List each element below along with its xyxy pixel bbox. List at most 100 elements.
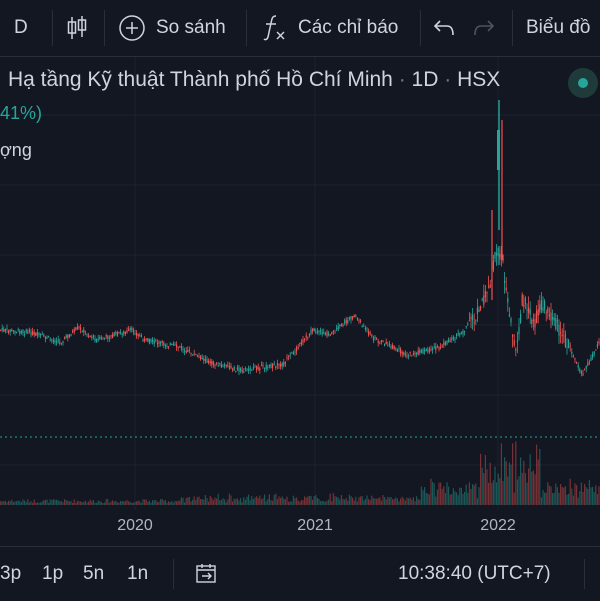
- volume-bar: [64, 499, 66, 505]
- volume-bar: [214, 497, 216, 505]
- volume-bar: [361, 496, 363, 505]
- chart-menu-label: Biểu đồ: [526, 17, 591, 38]
- legend-volume[interactable]: ợng: [0, 140, 32, 160]
- volume-bar: [364, 498, 366, 505]
- candle-body: [451, 338, 453, 340]
- volume-bar: [508, 462, 510, 505]
- candle-body: [505, 287, 507, 291]
- date-range-button[interactable]: [195, 547, 219, 601]
- range-button-0[interactable]: 3p: [0, 563, 22, 584]
- candle-body: [73, 328, 75, 333]
- volume-bar: [105, 499, 107, 505]
- volume-bar: [356, 501, 358, 505]
- compare-button[interactable]: So sánh: [118, 0, 226, 56]
- volume-bar: [324, 501, 326, 505]
- candle-body: [577, 365, 579, 368]
- candle-body: [355, 315, 357, 317]
- toolbar-divider: [52, 10, 53, 46]
- plus-circle-icon: [119, 15, 145, 41]
- volume-bar: [272, 500, 274, 505]
- candle-body: [323, 332, 325, 334]
- candle-body: [510, 318, 512, 323]
- volume-bar: [577, 497, 579, 505]
- volume-bar: [249, 500, 251, 505]
- candle-body: [180, 346, 182, 349]
- volume-bar: [265, 501, 267, 505]
- chart-style-button[interactable]: [66, 0, 88, 56]
- candle-body: [113, 332, 115, 337]
- volume-bar: [91, 501, 93, 505]
- x-axis-ticks: 2020 2021 2022: [117, 517, 516, 534]
- volume-bar: [128, 501, 130, 505]
- candle-body: [532, 319, 534, 322]
- volume-bar: [206, 498, 208, 505]
- legend-title[interactable]: Hạ tầng Kỹ thuật Thành phố Hồ Chí Minh ·…: [8, 68, 501, 91]
- indicators-button[interactable]: Các chỉ báo: [262, 0, 398, 56]
- volume-bar: [244, 499, 246, 505]
- volume-bar: [304, 496, 306, 505]
- candle-body: [54, 340, 56, 343]
- range-button-2[interactable]: 5n: [83, 563, 105, 584]
- volume-bar: [536, 444, 538, 505]
- toolbar-divider: [420, 10, 421, 46]
- candle-body: [408, 355, 410, 357]
- volume-bar: [100, 502, 102, 505]
- volume-bar: [424, 487, 426, 505]
- candle-body: [46, 336, 48, 339]
- candle-body: [144, 338, 146, 342]
- candle-body: [352, 316, 354, 319]
- clock-timezone[interactable]: 10:38:40 (UTC+7): [398, 563, 551, 584]
- interval-button[interactable]: D: [14, 0, 28, 56]
- redo-button[interactable]: [472, 0, 496, 56]
- candle-body: [329, 334, 331, 336]
- candle-body: [360, 320, 362, 322]
- market-status-icon[interactable]: [568, 68, 598, 98]
- candle-body: [203, 358, 205, 361]
- candle-body: [0, 329, 2, 331]
- candle-body: [336, 327, 338, 329]
- candle-body: [598, 341, 600, 344]
- candle-body: [358, 320, 360, 322]
- range-button-1[interactable]: 1p: [42, 563, 64, 584]
- volume-bar: [464, 491, 466, 505]
- volume-bar: [425, 492, 427, 505]
- volume-bar: [288, 501, 290, 505]
- volume-bar: [4, 501, 6, 505]
- candle-body: [568, 339, 570, 348]
- price-chart[interactable]: 2020 2021 2022: [0, 57, 600, 545]
- candle-body: [547, 307, 549, 313]
- volume-bar: [353, 500, 355, 505]
- volume-bar: [142, 499, 144, 505]
- candle-body: [43, 334, 45, 337]
- chart-menu-button[interactable]: Biểu đồ: [526, 0, 590, 56]
- candle-body: [396, 348, 398, 352]
- volume-bar: [163, 500, 165, 505]
- candle-body: [16, 332, 18, 334]
- undo-button[interactable]: [432, 0, 456, 56]
- volume-bar: [62, 502, 64, 505]
- candle-body: [428, 348, 430, 353]
- candle-body: [419, 349, 421, 353]
- candle-body: [126, 330, 128, 333]
- candle-body: [414, 352, 416, 355]
- volume-bar: [6, 502, 8, 505]
- candle-body: [385, 341, 387, 345]
- volume-bar: [560, 483, 562, 505]
- candle-body: [392, 344, 394, 349]
- volume-bar: [80, 501, 82, 505]
- candle-body: [459, 332, 461, 336]
- volume-bar: [321, 500, 323, 505]
- volume-bar: [387, 496, 389, 505]
- indicators-label: Các chỉ báo: [298, 17, 399, 38]
- candle-body: [478, 309, 480, 313]
- candle-body: [78, 326, 80, 328]
- candle-body: [342, 324, 344, 326]
- volume-bar: [521, 472, 523, 505]
- volume-bar: [260, 499, 262, 505]
- candle-body: [96, 339, 98, 342]
- candle-body: [284, 361, 286, 364]
- volume-bar: [11, 499, 13, 505]
- range-button-3[interactable]: 1n: [127, 563, 149, 584]
- candle-body: [188, 349, 190, 351]
- candle-body: [440, 347, 442, 349]
